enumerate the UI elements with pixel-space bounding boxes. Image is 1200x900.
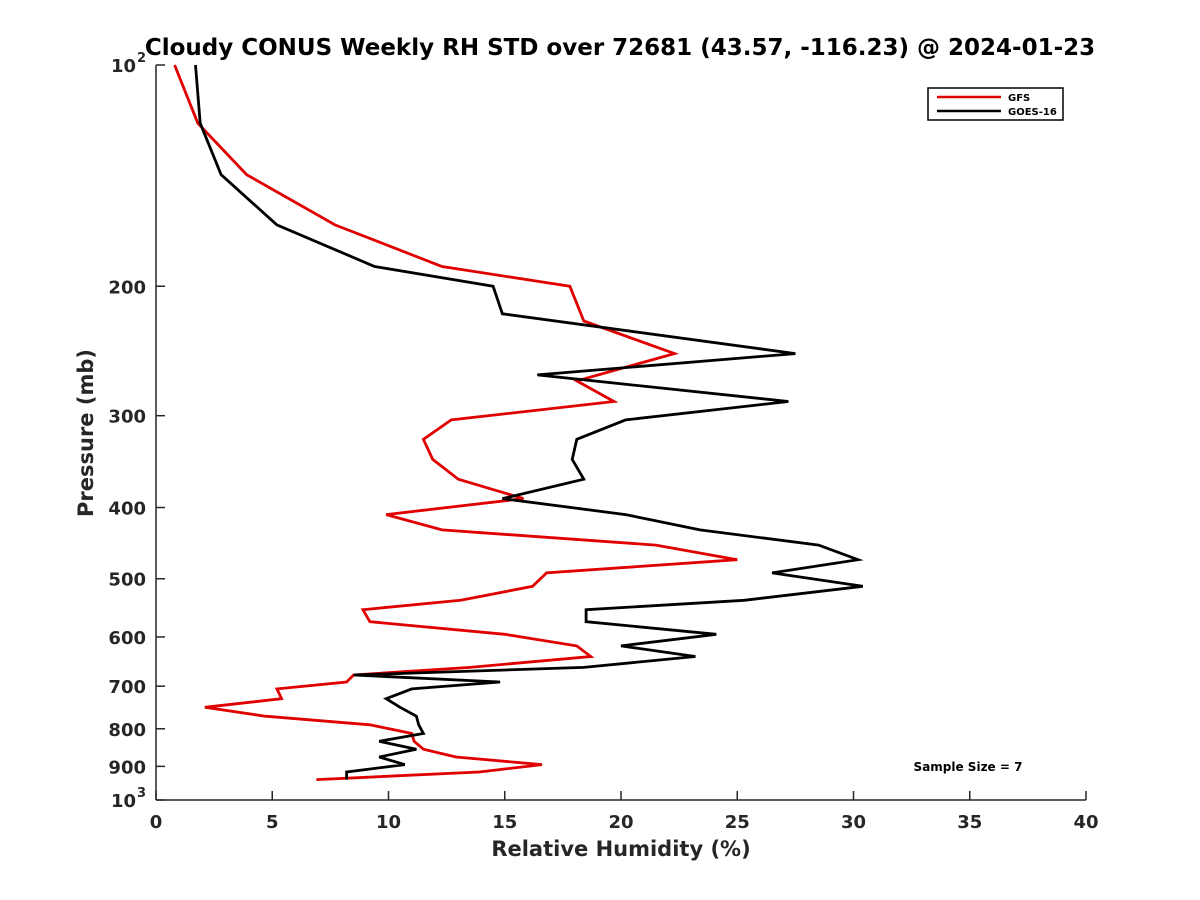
x-tick-label: 10 [376, 812, 401, 833]
legend: GFS GOES-16 [927, 87, 1064, 121]
x-tick-label: 20 [608, 812, 633, 833]
legend-label-goes-16: GOES-16 [1008, 107, 1057, 118]
y-tick-exponent: 2 [137, 51, 146, 66]
y-tick-label: 900 [108, 757, 146, 778]
y-tick-exponent: 3 [137, 786, 146, 801]
legend-label-gfs: GFS [1008, 93, 1030, 104]
legend-box [927, 87, 1064, 121]
chart-title: Cloudy CONUS Weekly RH STD over 72681 (4… [145, 35, 1095, 61]
series-lines [173, 64, 864, 781]
y-tick-label: 400 [108, 499, 146, 520]
y-tick-label: 300 [108, 407, 146, 428]
y-tick-label: 10 [111, 791, 136, 812]
y-axis-label: Pressure (mb) [74, 349, 98, 517]
y-tick-label: 600 [108, 628, 146, 649]
x-tick-label: 0 [150, 812, 163, 833]
sample-size-annotation: Sample Size = 7 [914, 760, 1023, 774]
y-tick-label: 10 [111, 56, 136, 77]
x-tick-label: 30 [841, 812, 866, 833]
plot-area [155, 65, 1086, 801]
y-tick-label: 500 [108, 570, 146, 591]
x-tick-label: 40 [1073, 812, 1098, 833]
x-tick-label: 5 [266, 812, 279, 833]
y-tick-label: 800 [108, 720, 146, 741]
y-tick-label: 700 [108, 677, 146, 698]
x-axis-ticks: 0 5 10 15 20 25 30 35 40 [150, 791, 1099, 833]
series-line-goes-16 [194, 64, 864, 780]
x-tick-label: 35 [957, 812, 982, 833]
y-tick-label: 200 [108, 277, 146, 298]
x-axis-label: Relative Humidity (%) [491, 837, 750, 861]
series-line-gfs [173, 64, 738, 781]
x-tick-label: 15 [492, 812, 517, 833]
x-tick-label: 25 [725, 812, 750, 833]
